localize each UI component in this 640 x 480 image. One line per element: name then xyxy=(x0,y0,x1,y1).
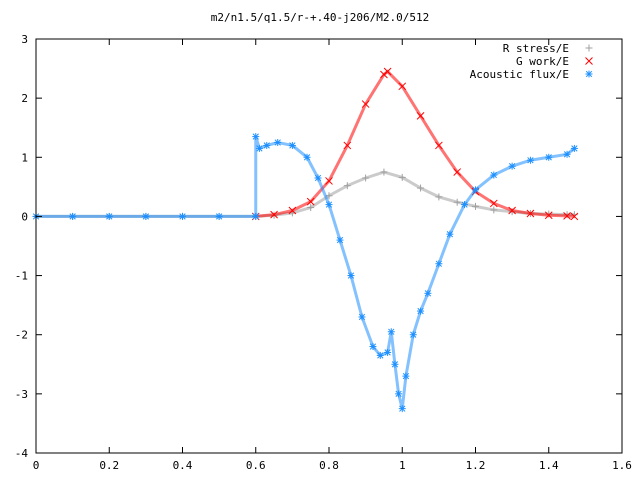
series-layer xyxy=(32,67,579,413)
plot-frame xyxy=(35,38,623,454)
data-point xyxy=(395,390,403,398)
data-point xyxy=(69,212,77,220)
x-tick-label: 1.4 xyxy=(539,459,559,472)
data-point xyxy=(391,360,399,368)
data-point xyxy=(526,156,534,164)
data-point xyxy=(435,260,443,268)
data-point xyxy=(453,168,462,176)
data-point xyxy=(490,206,498,214)
x-tick-label: 1.2 xyxy=(466,459,486,472)
data-point xyxy=(358,313,366,321)
data-point xyxy=(526,209,535,218)
data-point xyxy=(142,212,150,220)
series-2 xyxy=(251,67,579,221)
y-tick-label: -2 xyxy=(15,329,28,342)
data-point xyxy=(570,212,579,221)
data-point xyxy=(424,289,432,297)
data-point xyxy=(325,177,333,185)
data-point xyxy=(314,174,322,182)
data-point xyxy=(398,405,406,413)
data-point xyxy=(417,184,425,192)
data-point xyxy=(387,328,395,336)
series-3 xyxy=(32,133,578,413)
data-point xyxy=(306,197,315,206)
y-tick-label: -3 xyxy=(15,388,28,401)
data-point xyxy=(544,211,553,220)
data-point xyxy=(416,112,425,120)
data-point xyxy=(563,211,571,220)
axes: 0 0.2 0.4 0.6 0.8 1 1.2 1.4 1.6 3 2 1 0 -1 -2 -3 -4 xyxy=(15,33,632,472)
series-trace xyxy=(255,69,575,218)
data-point xyxy=(402,372,410,380)
legend-marker xyxy=(585,57,593,65)
legend-marker xyxy=(585,44,593,52)
y-tick-label: 2 xyxy=(21,92,28,105)
data-point xyxy=(508,162,516,170)
x-tick-label: 0.4 xyxy=(173,459,193,472)
data-point xyxy=(361,100,370,108)
data-point xyxy=(303,153,311,161)
data-point xyxy=(343,182,351,190)
data-point xyxy=(490,171,498,179)
data-point xyxy=(376,351,384,359)
x-tick-label: 1 xyxy=(399,459,406,472)
data-point xyxy=(270,210,278,219)
data-point xyxy=(336,236,344,244)
chart-title: m2/n1.5/q1.5/r-+.40-j206/M2.0/512 xyxy=(211,11,430,24)
data-point xyxy=(274,139,282,146)
x-tick-label: 0.8 xyxy=(319,459,339,472)
data-point xyxy=(435,141,443,150)
data-point xyxy=(409,331,417,339)
data-point xyxy=(347,272,355,280)
data-point xyxy=(545,153,553,161)
y-tick-label: -4 xyxy=(15,447,29,460)
data-point xyxy=(263,141,271,149)
data-point xyxy=(472,202,479,210)
data-point xyxy=(398,173,406,181)
data-point xyxy=(508,206,516,215)
y-tick-label: 3 xyxy=(21,33,28,46)
data-point xyxy=(398,82,407,91)
data-point xyxy=(383,67,392,76)
data-point xyxy=(453,198,461,206)
data-point xyxy=(472,186,479,194)
data-point xyxy=(288,141,296,149)
data-point xyxy=(563,150,571,158)
data-point xyxy=(307,204,315,212)
legend-label: R stress/E xyxy=(503,42,569,55)
x-tick-label: 1.6 xyxy=(612,459,632,472)
data-point xyxy=(435,193,443,201)
data-point xyxy=(461,201,469,209)
data-point xyxy=(369,343,377,351)
data-point xyxy=(325,201,333,209)
data-point xyxy=(343,141,352,150)
data-point xyxy=(380,168,388,176)
data-point xyxy=(384,348,392,356)
y-tick-label: -1 xyxy=(15,270,28,283)
data-point xyxy=(570,144,578,152)
plot-area xyxy=(32,38,623,454)
data-point xyxy=(255,144,263,152)
y-tick-label: 0 xyxy=(21,210,28,223)
data-point xyxy=(252,212,260,220)
legend-marker xyxy=(585,70,593,78)
data-point xyxy=(179,212,186,220)
series-1 xyxy=(32,168,578,220)
data-point xyxy=(215,212,223,220)
data-point xyxy=(105,212,113,220)
legend-label: G work/E xyxy=(516,55,569,68)
data-point xyxy=(288,206,297,215)
data-point xyxy=(362,174,370,182)
legend-label: Acoustic flux/E xyxy=(470,68,569,81)
x-tick-label: 0.2 xyxy=(99,459,119,472)
data-point xyxy=(446,230,454,238)
x-tick-label: 0.6 xyxy=(246,459,266,472)
data-point xyxy=(252,133,260,141)
x-tick-label: 0 xyxy=(33,459,40,472)
data-point xyxy=(489,199,498,208)
y-tick-label: 1 xyxy=(21,151,28,164)
data-point xyxy=(417,307,425,315)
